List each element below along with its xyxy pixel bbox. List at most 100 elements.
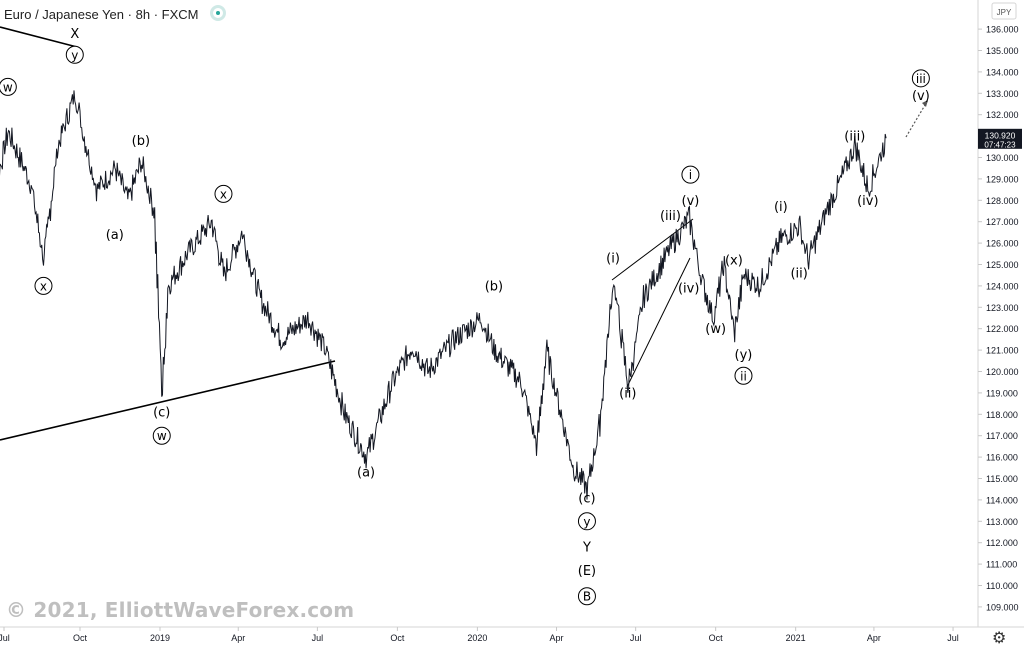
wave-label-text: (a) (357, 466, 375, 481)
price-tick-label: 120.000 (986, 367, 1019, 377)
last-price-value: 130.920 (985, 130, 1016, 140)
currency-label: JPY (997, 8, 1012, 17)
wave-label-text: (iii) (844, 130, 865, 145)
time-tick-label: Apr (867, 633, 881, 643)
time-tick-label: Jul (630, 633, 642, 643)
market-status-icon[interactable] (210, 5, 227, 21)
wave-label-text: (iv) (678, 282, 699, 297)
wave-label-text: (iii) (660, 209, 681, 224)
price-tick-label: 129.000 (986, 174, 1019, 184)
price-tick-label: 122.000 (986, 324, 1019, 334)
header-separator: · (153, 7, 159, 22)
wave-label: x (34, 276, 53, 295)
time-tick-label: Oct (390, 633, 405, 643)
wave-label: (ii) (790, 267, 807, 282)
wave-label: i (681, 165, 700, 184)
price-tick-label: 111.000 (986, 560, 1017, 570)
chart-header: Euro / Japanese Yen · 8h · FXCM (4, 3, 227, 22)
wave-label: (ii) (619, 386, 636, 401)
wave-label: w (0, 77, 17, 96)
wave-label: (x) (725, 254, 743, 269)
wave-label: y (577, 512, 596, 531)
wave-label-text: B (583, 590, 591, 604)
projection-arrow-line (905, 99, 929, 138)
wave-label-circle (214, 184, 233, 203)
wave-label-text: y (71, 48, 78, 62)
wave-label-text: (i) (606, 252, 620, 267)
time-tick-label: 2020 (467, 633, 487, 643)
wave-label-text: (iv) (857, 194, 878, 209)
wave-label: (iv) (678, 282, 699, 297)
wave-label-text: y (583, 515, 590, 529)
bar-countdown: 07:47:23 (984, 140, 1016, 149)
wave-label: (iii) (844, 130, 865, 145)
gear-icon[interactable]: ⚙ (992, 628, 1007, 647)
wave-label-text: i (689, 168, 692, 182)
wave-label-circle (577, 587, 596, 606)
price-tick-label: 123.000 (986, 303, 1019, 313)
time-tick-label: 2019 (150, 633, 170, 643)
wave-label-circle (911, 69, 930, 88)
price-axis[interactable]: 109.000 110.000 111.000 112.000 113.000 114.0… (978, 25, 1019, 613)
wave-label: (b) (485, 279, 503, 294)
wave-label: (i) (774, 200, 788, 215)
wave-label-text: (c) (153, 406, 170, 421)
price-tick-label: 114.000 (986, 495, 1018, 505)
price-tick-label: 127.000 (986, 217, 1019, 227)
time-tick-label: Oct (73, 633, 88, 643)
price-tick-label: 132.000 (986, 110, 1019, 120)
wave-label: (a) (106, 228, 124, 243)
wave-label-text: x (220, 187, 227, 201)
price-tick-label: 121.000 (986, 346, 1019, 356)
wave-label: y (65, 45, 84, 64)
price-tick-label: 133.000 (986, 89, 1019, 99)
trendline[interactable] (611, 218, 694, 281)
currency-badge[interactable] (991, 2, 1017, 20)
price-tick-label: 113.000 (986, 517, 1018, 527)
wave-label-text: (b) (132, 134, 150, 149)
watermark: © 2021, ElliottWaveForex.com (6, 598, 355, 622)
wave-label-text: (a) (106, 228, 124, 243)
wave-label-text: (c) (578, 491, 595, 506)
price-tick-label: 126.000 (986, 239, 1019, 249)
wave-label-text: w (3, 80, 13, 94)
time-tick-label: Jul (312, 633, 324, 643)
wave-label: (v) (682, 194, 700, 209)
wave-label: (i) (606, 252, 620, 267)
last-price-box (978, 128, 1022, 149)
source-label: FXCM (161, 7, 199, 22)
wave-label-circle (65, 45, 84, 64)
wave-label-text: w (157, 429, 167, 443)
price-tick-label: 109.000 (986, 602, 1019, 612)
symbol-name[interactable]: Euro / Japanese Yen (4, 7, 124, 22)
wave-label: iii (911, 69, 930, 88)
price-tick-label: 135.000 (986, 46, 1019, 56)
time-tick-label: Jul (0, 633, 10, 643)
interval-label[interactable]: 8h (135, 7, 151, 22)
wave-label-text: iii (916, 72, 926, 86)
time-tick-label: 2021 (786, 633, 806, 643)
wave-label: (w) (705, 322, 726, 337)
wave-label-text: (ii) (790, 267, 807, 282)
wave-label-text: X (70, 27, 79, 42)
price-tick-label: 110.000 (986, 581, 1018, 591)
wave-label-circle (152, 426, 171, 445)
wave-label-circle (0, 77, 17, 96)
wave-label-text: (v) (912, 89, 930, 104)
price-tick-label: 118.000 (986, 410, 1018, 420)
price-tick-label: 124.000 (986, 281, 1019, 291)
price-tick-label: 117.000 (986, 431, 1018, 441)
trendline[interactable] (626, 257, 691, 388)
wave-label-circle (34, 276, 53, 295)
wave-label-text: (y) (735, 348, 753, 363)
wave-label-circle (577, 512, 596, 531)
trendline[interactable] (0, 360, 336, 441)
wave-label-text: (v) (682, 194, 700, 209)
time-axis[interactable]: Jul Oct 2019 Apr Jul Oct 2020 Apr Jul Oct 2021 Apr J… (0, 627, 959, 643)
wave-label: (c) (153, 406, 170, 421)
wave-label-text: x (40, 279, 47, 293)
trendline[interactable] (0, 26, 78, 48)
